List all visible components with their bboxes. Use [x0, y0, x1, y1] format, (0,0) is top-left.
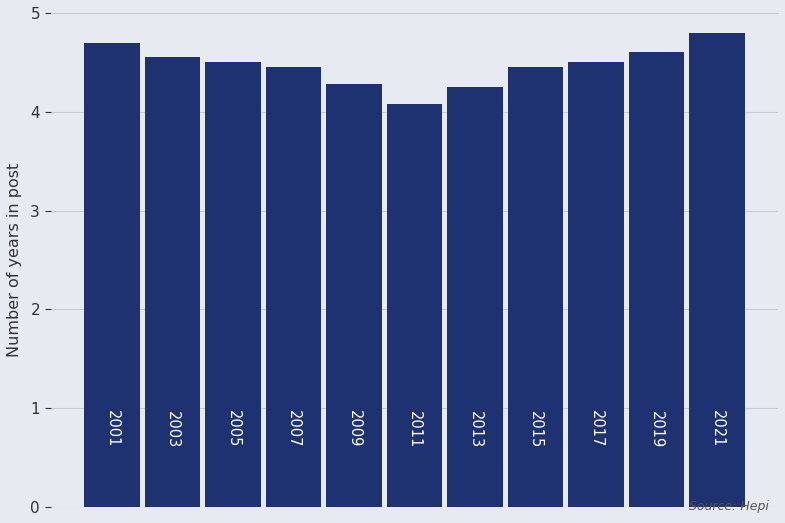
Text: 2017: 2017 — [589, 411, 604, 448]
Bar — [568, 62, 624, 507]
Bar — [327, 84, 382, 507]
Bar — [689, 33, 745, 507]
Text: 2001: 2001 — [104, 411, 119, 448]
Bar — [447, 87, 503, 507]
Text: 2019: 2019 — [649, 411, 664, 448]
Text: Source: Hepi: Source: Hepi — [689, 499, 769, 513]
Bar — [387, 104, 443, 507]
Bar — [84, 42, 140, 507]
Bar — [266, 67, 321, 507]
Text: 2021: 2021 — [710, 411, 725, 448]
Y-axis label: Number of years in post: Number of years in post — [7, 163, 22, 357]
Text: 2011: 2011 — [407, 411, 422, 448]
Text: 2009: 2009 — [347, 411, 362, 448]
Text: 2005: 2005 — [225, 411, 240, 448]
Bar — [144, 58, 200, 507]
Text: 2015: 2015 — [528, 411, 543, 448]
Bar — [629, 52, 685, 507]
Bar — [205, 62, 261, 507]
Bar — [508, 67, 564, 507]
Text: 2007: 2007 — [286, 410, 301, 448]
Text: 2013: 2013 — [468, 411, 483, 448]
Text: 2003: 2003 — [165, 411, 180, 448]
